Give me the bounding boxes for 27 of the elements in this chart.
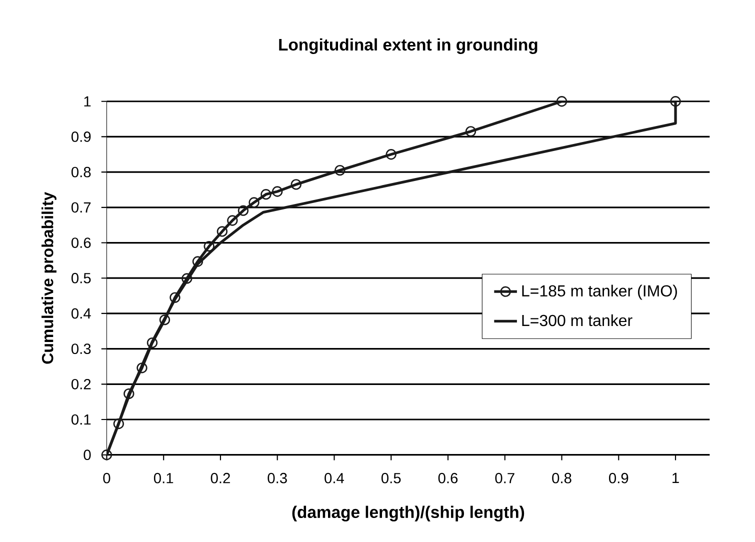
y-tick-label: 0.2 (71, 379, 91, 390)
x-tick-label: 0.6 (438, 473, 458, 484)
y-tick-label: 0.3 (71, 344, 91, 354)
legend-label: L=300 m tanker (522, 314, 632, 326)
legend-label: L=185 m tanker (IMO) (522, 285, 677, 300)
y-axis-title: Cumulative probability (42, 192, 56, 364)
y-tick-label: 0.8 (71, 167, 91, 178)
x-axis-title: (damage length)/(ship length) (292, 506, 524, 522)
x-tick-label: 0.4 (324, 473, 344, 484)
x-tick-label: 0.5 (381, 473, 401, 484)
x-tick-label: 0.7 (495, 473, 514, 484)
x-tick-label: 0.3 (268, 473, 287, 484)
y-tick-label: 0.9 (71, 132, 91, 142)
y-tick-label: 1 (84, 96, 91, 107)
y-tick-label: 0 (84, 450, 91, 460)
x-tick-label: 0 (103, 473, 110, 484)
y-tick-label: 0.7 (71, 202, 91, 213)
y-tick-label: 0.6 (71, 238, 91, 248)
x-tick-label: 0.9 (609, 473, 628, 484)
y-tick-label: 0.1 (71, 414, 91, 425)
x-tick-label: 0.8 (552, 473, 572, 484)
chart-title: Longitudinal extent in grounding (279, 38, 538, 54)
y-tick-label: 0.4 (71, 308, 91, 319)
x-tick-label: 1 (672, 473, 679, 484)
x-tick-label: 0.1 (154, 473, 174, 484)
x-tick-label: 0.2 (210, 473, 230, 484)
y-tick-label: 0.5 (71, 273, 91, 284)
